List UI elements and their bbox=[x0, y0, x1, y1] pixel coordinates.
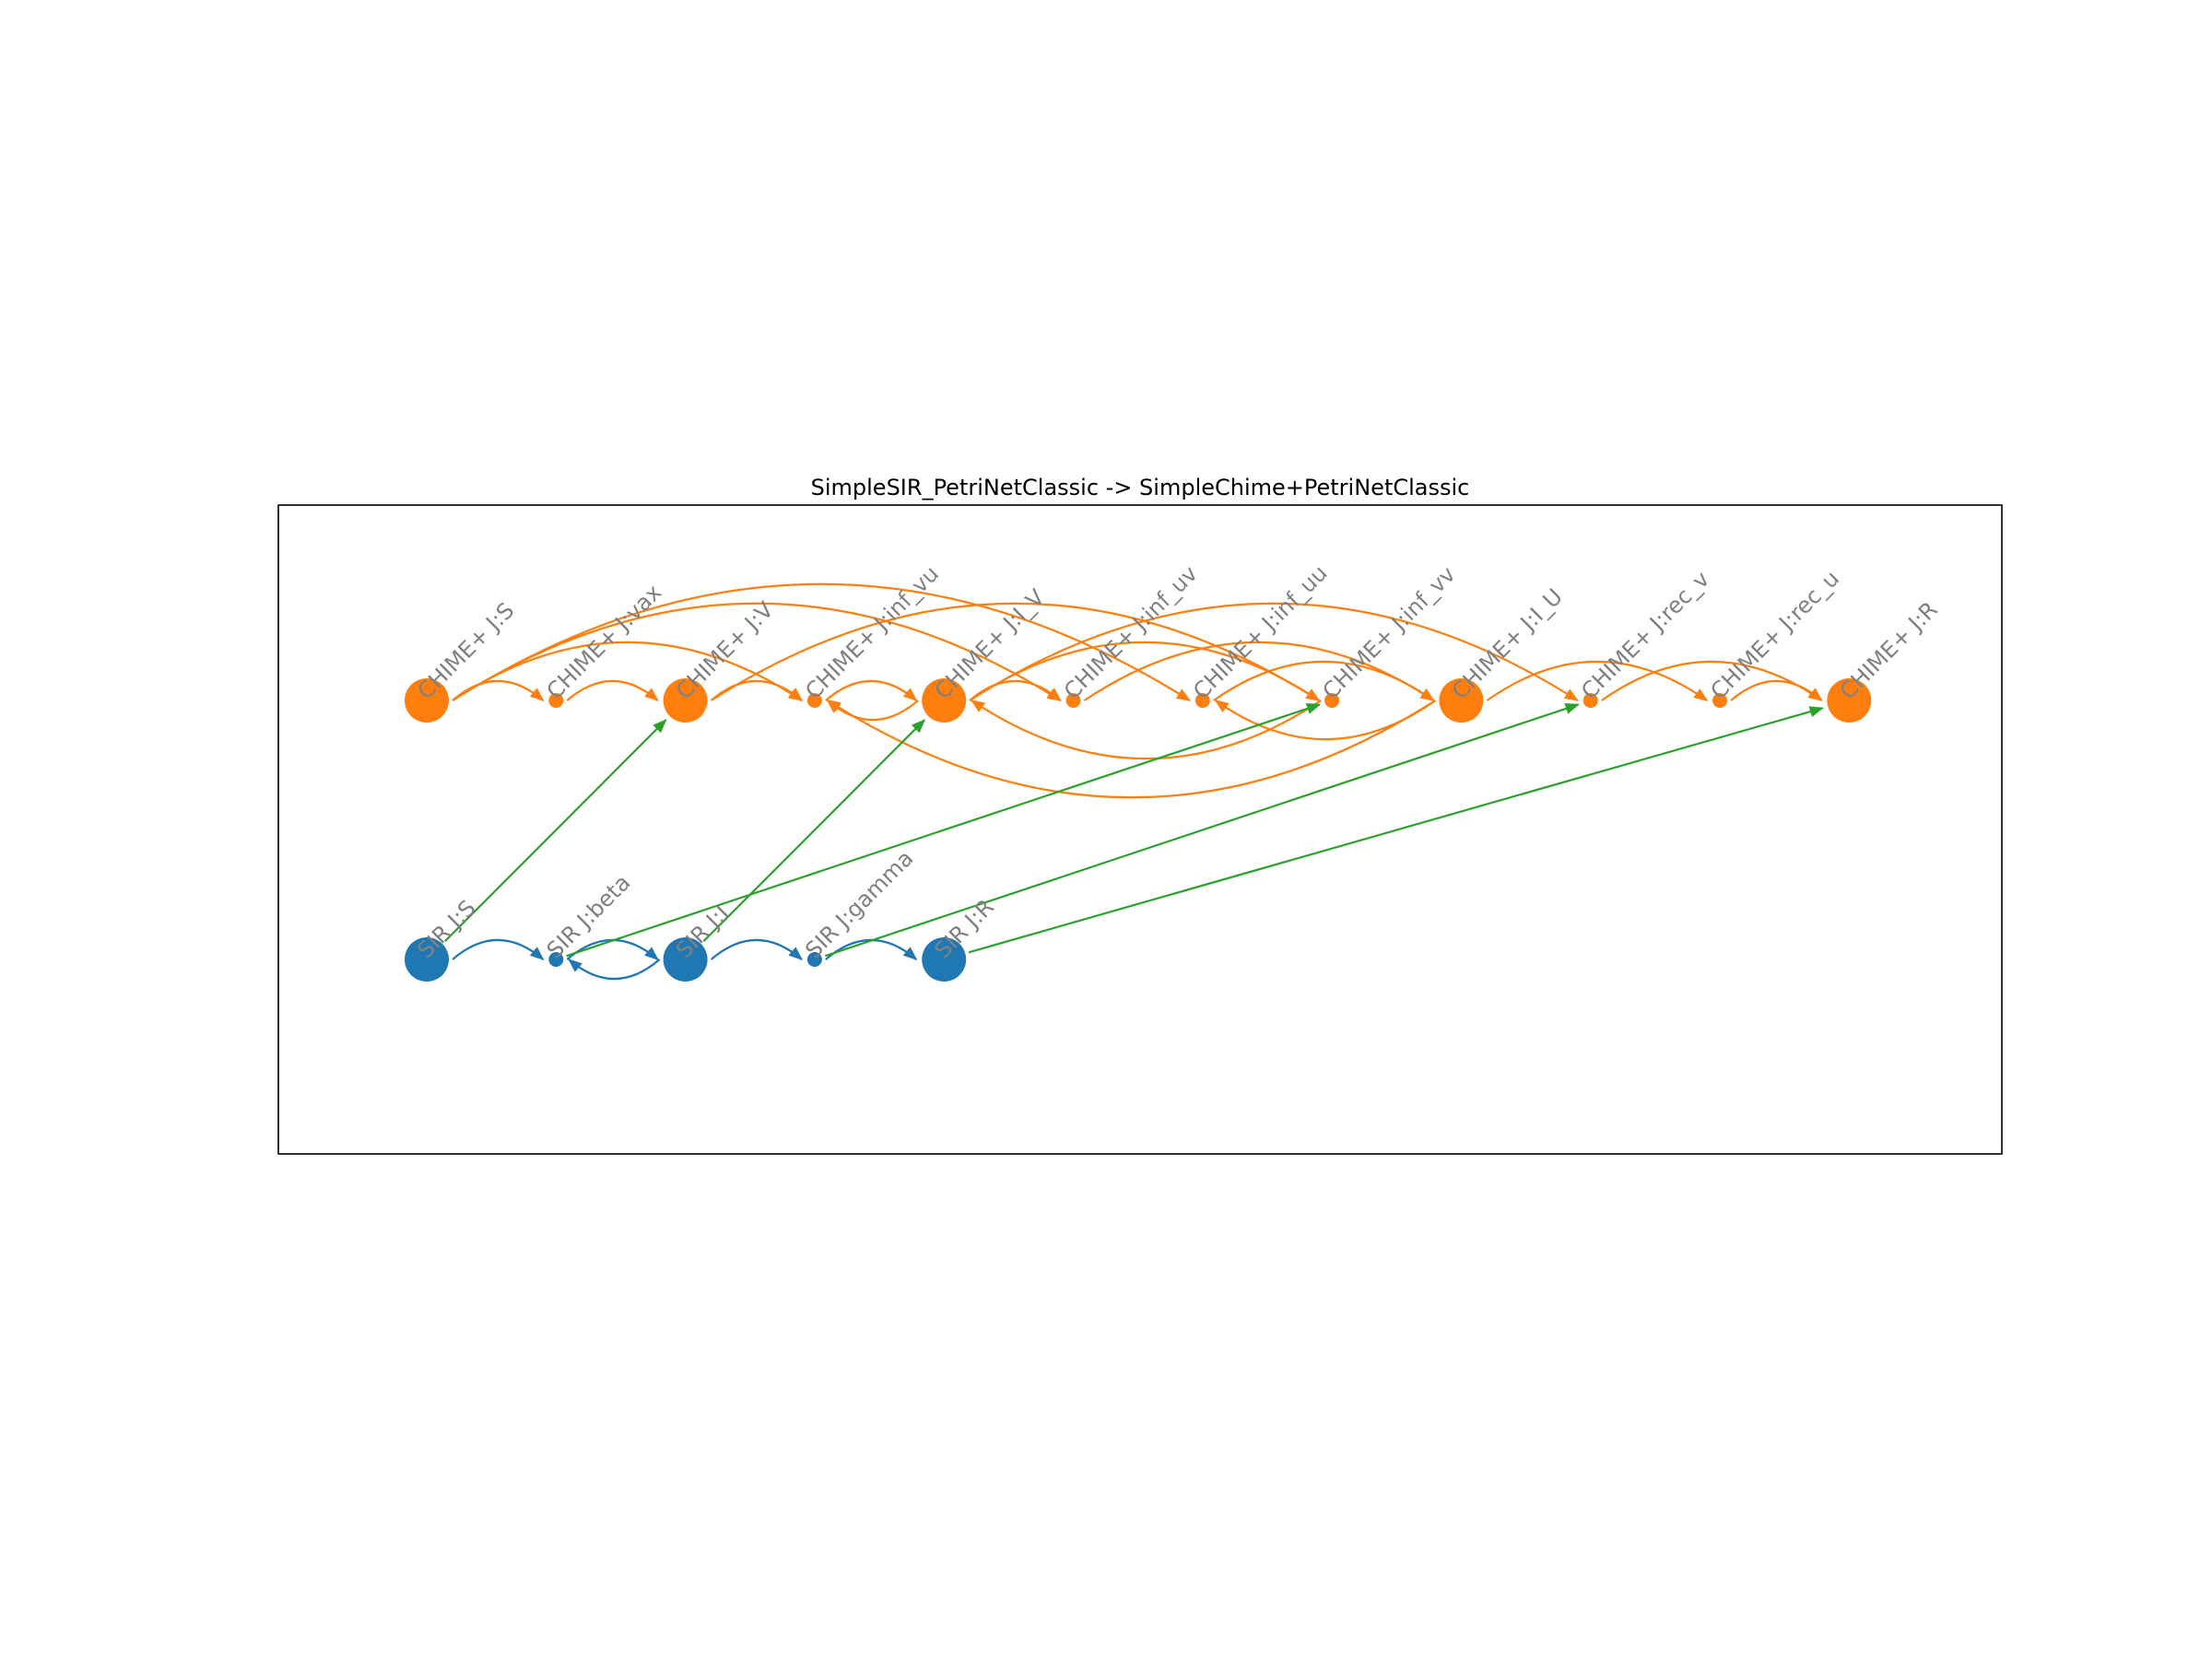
sir-edge-s-gamma-s-R bbox=[825, 939, 918, 961]
chime-edge-c-I-V-c-inf-uv bbox=[969, 680, 1062, 702]
node-c-vax bbox=[548, 693, 564, 708]
chime-edge-c-S-c-inf-uv bbox=[452, 602, 1062, 701]
node-s-beta bbox=[548, 952, 564, 967]
chime-edge-c-vax-c-V bbox=[566, 680, 659, 702]
mapping-edge-s-I-c-I-V bbox=[702, 719, 926, 942]
mapping-edge-s-beta-c-inf-vv bbox=[566, 702, 1322, 958]
node-c-I-U bbox=[1439, 678, 1484, 723]
chime-edge-c-I-V-c-inf-vu bbox=[826, 699, 919, 721]
chime-edge-c-S-c-inf-uu bbox=[452, 582, 1192, 701]
plot-frame bbox=[277, 504, 2003, 1155]
node-label-c-rec-v: CHIME+ J:rec_v bbox=[1576, 566, 1714, 704]
chime-edge-c-I-U-c-rec-u bbox=[1486, 660, 1709, 701]
node-label-c-rec-u: CHIME+ J:rec_u bbox=[1705, 566, 1844, 705]
sir-edge-s-S-s-beta bbox=[452, 939, 545, 961]
node-c-rec-v bbox=[1583, 693, 1598, 708]
node-c-inf-uu bbox=[1194, 693, 1210, 708]
labels-layer: CHIME+ J:S CHIME+ J:vax CHIME+ J:V CHIME+ J… bbox=[412, 560, 1942, 964]
node-c-R bbox=[1827, 678, 1872, 723]
node-c-V bbox=[663, 678, 708, 723]
node-s-R bbox=[922, 937, 967, 982]
node-c-I-V bbox=[922, 678, 967, 723]
node-label-c-S: CHIME+ J:S bbox=[412, 597, 519, 704]
edges-layer bbox=[444, 582, 1824, 980]
sir-edge-s-I-s-beta bbox=[568, 958, 661, 980]
chime-edge-c-rec-u-c-R bbox=[1730, 680, 1823, 702]
node-c-inf-vu bbox=[806, 693, 822, 708]
chime-edge-c-I-U-c-inf-vu bbox=[826, 700, 1436, 799]
mapping-edge-s-gamma-c-rec-v bbox=[824, 702, 1580, 958]
chime-edge-c-S-c-inf-vu bbox=[452, 641, 804, 701]
node-label-s-gamma: SIR J:gamma bbox=[800, 845, 918, 963]
node-label-c-V: CHIME+ J:V bbox=[671, 596, 779, 704]
node-c-inf-vv bbox=[1324, 693, 1340, 708]
chime-edge-c-inf-vu-c-I-V bbox=[825, 680, 918, 702]
node-label-c-I-U: CHIME+ J:I_U bbox=[1447, 583, 1568, 704]
node-label-c-R: CHIME+ J:R bbox=[1835, 596, 1943, 704]
sir-edge-s-I-s-gamma bbox=[710, 939, 804, 961]
nodes-layer bbox=[405, 678, 1872, 982]
node-c-S bbox=[405, 678, 449, 723]
node-c-rec-u bbox=[1712, 693, 1727, 708]
node-s-S bbox=[405, 937, 449, 982]
node-s-gamma bbox=[806, 952, 822, 967]
sir-edge-s-beta-s-I bbox=[566, 939, 659, 961]
chime-edge-c-inf-vv-c-I-V bbox=[970, 700, 1322, 760]
node-label-c-inf-uu: CHIME+ J:inf_uu bbox=[1188, 560, 1333, 705]
chime-edge-c-V-c-inf-vv bbox=[711, 602, 1321, 701]
node-s-I bbox=[663, 937, 708, 982]
mapping-edge-s-R-c-R bbox=[968, 706, 1824, 954]
chime-edge-c-inf-uu-c-I-U bbox=[1213, 660, 1435, 701]
figure-title: SimpleSIR_PetriNetClassic -> SimpleChime… bbox=[811, 475, 1470, 500]
node-c-inf-uv bbox=[1065, 693, 1081, 708]
chime-edge-c-I-V-c-rec-v bbox=[969, 602, 1579, 701]
mapping-edge-s-S-c-V bbox=[444, 719, 667, 942]
